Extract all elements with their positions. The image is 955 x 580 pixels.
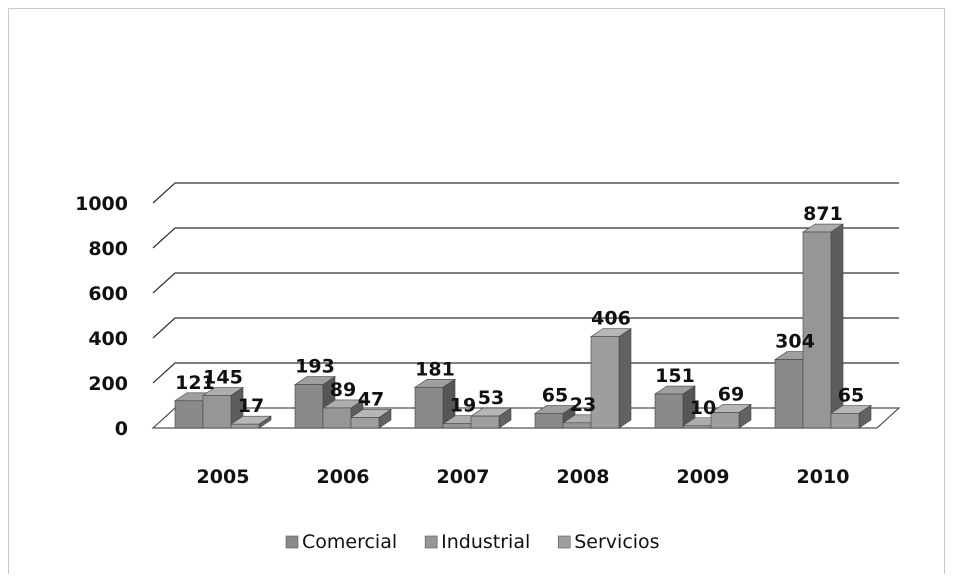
bar: [710, 403, 752, 429]
bar: [294, 376, 336, 429]
data-label: 23: [570, 394, 596, 416]
bar: [470, 407, 512, 429]
x-category-label: 2007: [437, 466, 490, 488]
data-label: 193: [295, 356, 335, 378]
x-axis-categories: 2005 2006 2007 2008 2009 2010: [197, 466, 850, 488]
bar-front: [802, 231, 832, 429]
y-tick-label: 600: [88, 283, 128, 305]
legend-label: Comercial: [302, 531, 397, 553]
legend: Comercial Industrial Servicios: [285, 531, 660, 553]
gridline: [152, 317, 899, 339]
bar: [654, 385, 696, 429]
data-label: 181: [415, 358, 455, 380]
data-label: 19: [450, 395, 476, 417]
bar: [802, 223, 844, 429]
gridline: [152, 227, 899, 249]
bar-front: [414, 386, 444, 429]
y-tick-label: 0: [115, 418, 128, 440]
x-category-label: 2006: [317, 466, 370, 488]
chart-frame: [8, 8, 945, 574]
bar-front: [350, 417, 380, 429]
bars: [174, 223, 872, 429]
data-label: 69: [718, 383, 744, 405]
legend-swatch: [285, 535, 299, 549]
bar: [322, 399, 364, 429]
bar: [230, 415, 272, 429]
legend-swatch: [557, 535, 571, 549]
bar-front: [590, 336, 620, 429]
legend-item: Industrial: [424, 531, 530, 553]
y-tick-label: 400: [88, 328, 128, 350]
bar-front: [174, 400, 204, 429]
y-tick-label: 1000: [75, 193, 128, 215]
gridline: [152, 362, 899, 384]
data-label: 89: [330, 379, 356, 401]
legend-item: Comercial: [285, 531, 397, 553]
legend-item: Servicios: [557, 531, 660, 553]
floor-plane: [151, 407, 901, 429]
x-category-label: 2010: [797, 466, 850, 488]
data-label: 121: [175, 372, 215, 394]
bar: [534, 404, 576, 429]
bar-front: [830, 413, 860, 429]
x-category-label: 2009: [677, 466, 730, 488]
data-label: 145: [203, 366, 243, 388]
x-category-label: 2008: [557, 466, 610, 488]
legend-label: Servicios: [574, 531, 659, 553]
legend-label: Industrial: [441, 531, 530, 553]
bar-front: [442, 423, 472, 429]
bar-front: [534, 413, 564, 429]
data-label: 47: [358, 388, 384, 410]
bar-side: [618, 328, 632, 429]
data-label: 53: [478, 387, 504, 409]
bar-front: [654, 393, 684, 429]
data-label: 871: [803, 203, 843, 225]
bar: [590, 328, 632, 429]
y-axis-ticks: 0 200 400 600 800 1000: [75, 193, 128, 440]
data-label: 304: [775, 331, 815, 353]
data-label: 65: [542, 384, 568, 406]
bar: [830, 404, 872, 429]
data-label: 65: [838, 384, 864, 406]
bar-front: [322, 407, 352, 429]
bar-front: [470, 415, 500, 429]
bar-front: [202, 395, 232, 429]
legend-swatch: [424, 535, 438, 549]
bar-front: [294, 384, 324, 429]
bar-front: [774, 359, 804, 429]
data-label: 406: [591, 308, 631, 330]
y-tick-label: 200: [88, 373, 128, 395]
y-tick-label: 800: [88, 238, 128, 260]
x-category-label: 2005: [197, 466, 250, 488]
bar-front: [562, 422, 592, 429]
gridlines: [151, 182, 901, 429]
gridline: [152, 272, 899, 294]
bar-front: [230, 423, 260, 429]
bar: [414, 378, 456, 429]
bar-front: [682, 425, 712, 429]
gridline: [152, 182, 899, 204]
data-label: 17: [238, 395, 264, 417]
data-label: 10: [690, 397, 716, 419]
bar: [350, 408, 392, 429]
data-label: 151: [655, 365, 695, 387]
bar-front: [710, 412, 740, 429]
